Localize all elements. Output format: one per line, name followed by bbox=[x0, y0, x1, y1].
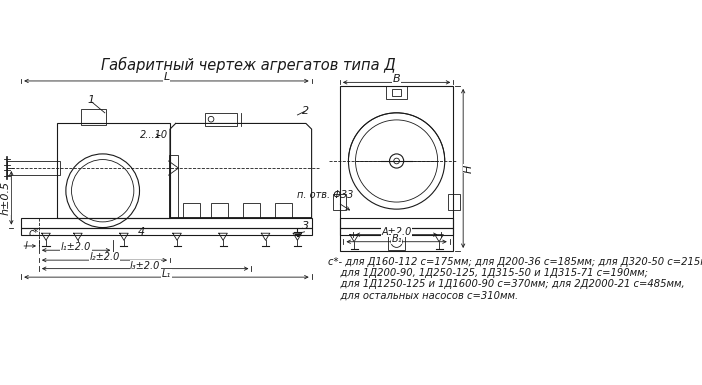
Bar bbox=[448, 194, 461, 210]
Text: B₁: B₁ bbox=[391, 234, 402, 244]
Text: l₂±2.0: l₂±2.0 bbox=[89, 252, 119, 262]
Text: с*- для Д160-112 с=175мм; для Д200-36 с=185мм; для Д320-50 с=215мм;: с*- для Д160-112 с=175мм; для Д200-36 с=… bbox=[328, 256, 702, 266]
Bar bbox=[57, 124, 170, 218]
Bar bbox=[183, 204, 199, 218]
Text: Габаритный чертеж агрегатов типа Д: Габаритный чертеж агрегатов типа Д bbox=[101, 57, 396, 74]
Bar bbox=[21, 228, 312, 234]
Bar bbox=[388, 234, 405, 250]
Text: 3: 3 bbox=[303, 221, 310, 231]
Bar bbox=[340, 228, 453, 234]
Text: для остальных насосов с=310мм.: для остальных насосов с=310мм. bbox=[328, 291, 518, 301]
Bar bbox=[243, 204, 260, 218]
Text: с*: с* bbox=[28, 228, 39, 238]
Text: l: l bbox=[25, 241, 27, 251]
Text: 2: 2 bbox=[303, 106, 310, 116]
Text: для 1Д1250-125 и 1Д1600-90 с=370мм; для 2Д2000-21 с=485мм,: для 1Д1250-125 и 1Д1600-90 с=370мм; для … bbox=[328, 279, 684, 289]
Text: h±0.5: h±0.5 bbox=[1, 181, 11, 215]
Bar bbox=[168, 155, 178, 218]
Text: A±2.0: A±2.0 bbox=[381, 227, 412, 237]
Bar bbox=[392, 89, 401, 96]
Text: l₁±2.0: l₁±2.0 bbox=[61, 243, 91, 253]
Bar bbox=[386, 86, 407, 99]
Text: 2...10: 2...10 bbox=[140, 131, 168, 141]
Text: п. отв. Φ33: п. отв. Φ33 bbox=[298, 190, 354, 210]
Bar bbox=[21, 218, 312, 228]
Bar bbox=[333, 194, 345, 210]
Text: L: L bbox=[164, 72, 170, 82]
Text: L₁: L₁ bbox=[161, 269, 171, 279]
Text: H: H bbox=[464, 164, 474, 172]
Text: 4: 4 bbox=[138, 227, 145, 237]
Bar bbox=[274, 204, 292, 218]
Bar bbox=[81, 109, 106, 125]
Text: B: B bbox=[393, 74, 400, 84]
Bar bbox=[340, 218, 453, 228]
Text: для 1Д200-90, 1Д250-125, 1Д315-50 и 1Д315-71 с=190мм;: для 1Д200-90, 1Д250-125, 1Д315-50 и 1Д31… bbox=[328, 268, 648, 278]
Text: l₃±2.0: l₃±2.0 bbox=[130, 261, 160, 271]
Bar bbox=[340, 86, 453, 251]
Bar bbox=[206, 113, 237, 126]
Bar bbox=[211, 204, 228, 218]
Bar bbox=[7, 161, 60, 175]
Text: 1: 1 bbox=[87, 95, 94, 105]
